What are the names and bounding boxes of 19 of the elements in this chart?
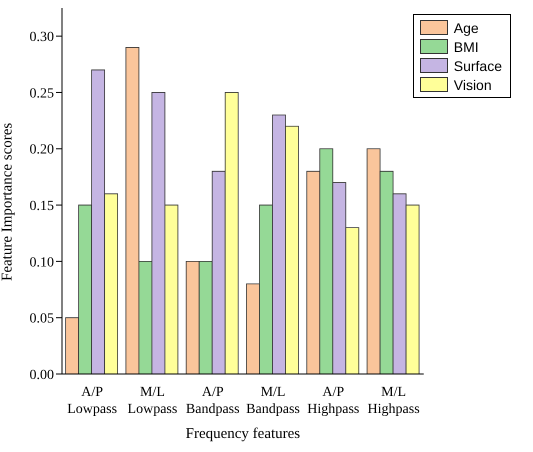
legend-label: BMI [454, 38, 479, 54]
y-tick-label: 0.05 [30, 312, 54, 327]
legend-label: Vision [454, 76, 492, 92]
x-axis-title: Frequency features [186, 426, 300, 442]
legend-label: Surface [454, 58, 502, 74]
x-tick-label: A/P Bandpass [186, 385, 240, 417]
y-axis-title: Feature Importance scores [0, 122, 16, 281]
y-tick-label: 0.20 [30, 142, 54, 158]
x-tick-label: M/L Bandpass [246, 385, 300, 417]
x-tick-label: M/L Lowpass [128, 385, 178, 417]
y-tick-label: 0.25 [30, 86, 54, 102]
y-tick-label: 0.10 [30, 255, 54, 270]
x-tick-label: A/P Highpass [307, 385, 360, 417]
y-tick-label: 0.15 [30, 199, 54, 214]
x-tick-label: A/P Lowpass [67, 385, 118, 417]
x-tick-label: M/L Highpass [368, 385, 420, 417]
legend-label: Age [454, 20, 479, 36]
y-tick-label: 0.30 [30, 30, 54, 46]
y-tick-label: 0.00 [30, 368, 54, 383]
